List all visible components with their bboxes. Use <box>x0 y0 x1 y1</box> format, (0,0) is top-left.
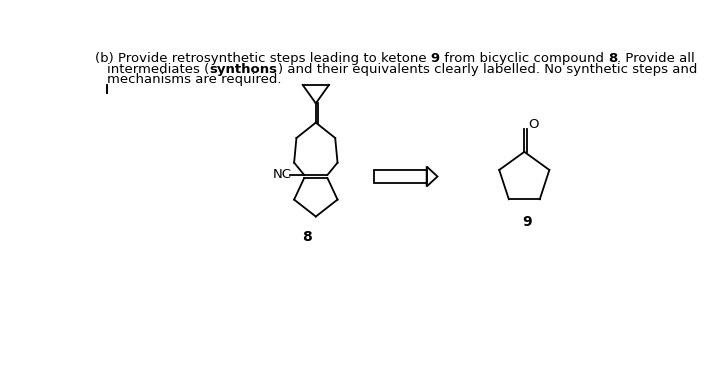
Text: 9: 9 <box>431 52 440 65</box>
Text: 8: 8 <box>302 230 312 244</box>
Text: NC: NC <box>273 168 293 181</box>
Text: O: O <box>528 118 539 131</box>
Text: from bicyclic compound: from bicyclic compound <box>440 52 608 65</box>
Text: mechanisms are required.: mechanisms are required. <box>107 73 282 86</box>
Text: synthons: synthons <box>209 63 278 76</box>
Text: ) and their equivalents clearly labelled. No synthetic steps and: ) and their equivalents clearly labelled… <box>278 63 697 76</box>
Text: 9: 9 <box>523 215 532 229</box>
Text: 8: 8 <box>608 52 618 65</box>
Text: (b) Provide retrosynthetic steps leading to ketone: (b) Provide retrosynthetic steps leading… <box>95 52 431 65</box>
Text: . Provide all: . Provide all <box>618 52 695 65</box>
Text: intermediates (: intermediates ( <box>107 63 209 76</box>
